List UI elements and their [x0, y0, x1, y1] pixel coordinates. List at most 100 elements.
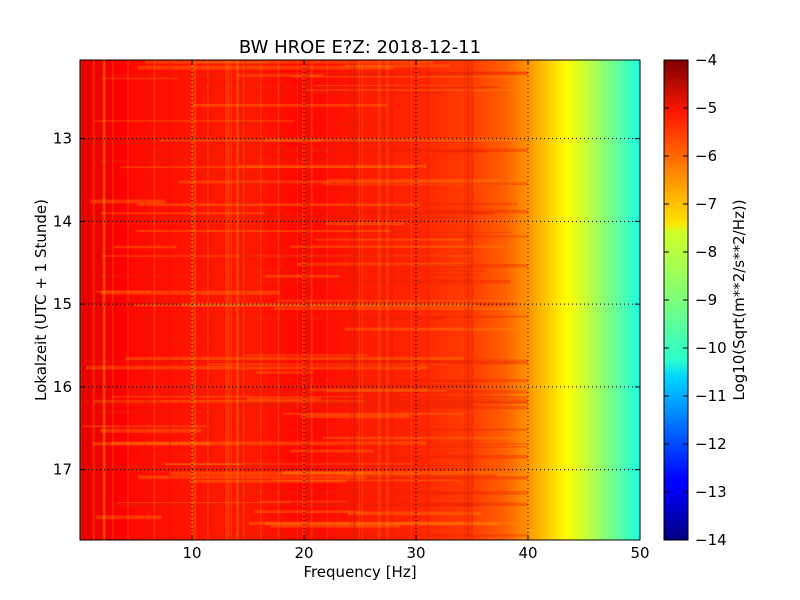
heatmap-cell [122, 60, 126, 540]
heatmap-cell [242, 60, 246, 540]
heatmap-cell [620, 60, 624, 540]
heatmap-texture [144, 150, 487, 153]
heatmap-cell [214, 60, 218, 540]
heatmap-texture [120, 60, 122, 540]
heatmap-cell [374, 60, 378, 540]
heatmap-cell [578, 60, 582, 540]
heatmap-texture [124, 356, 464, 360]
heatmap-texture [290, 315, 528, 318]
heatmap-cell [217, 60, 221, 540]
heatmap-cell [553, 60, 557, 540]
heatmap-texture [174, 148, 528, 153]
heatmap-cell [480, 60, 484, 540]
heatmap-cell [558, 60, 563, 540]
heatmap-cell [253, 60, 257, 540]
heatmap-cell [301, 60, 305, 540]
heatmap-cell [102, 60, 106, 540]
heatmap-cell [514, 60, 518, 540]
heatmap-cell [340, 60, 344, 540]
heatmap-texture [95, 399, 365, 403]
heatmap-cell [486, 60, 490, 540]
heatmap-texture [164, 463, 246, 466]
heatmap-cell [376, 60, 381, 540]
heatmap-cell [127, 60, 131, 540]
heatmap-cell [564, 60, 568, 540]
heatmap-texture [314, 238, 467, 241]
heatmap-texture [216, 534, 528, 537]
heatmap-texture [352, 60, 355, 540]
heatmap-texture [248, 521, 528, 525]
heatmap-texture [306, 60, 309, 540]
heatmap-cell [91, 60, 95, 540]
heatmap-cell [236, 60, 241, 540]
heatmap-texture [207, 363, 448, 365]
heatmap-cell [586, 60, 591, 540]
colorbar-tick-label: −7 [695, 195, 717, 213]
heatmap-texture [188, 479, 346, 483]
heatmap-cell [418, 60, 423, 540]
y-tick-label: 13 [53, 130, 72, 148]
heatmap-texture [193, 85, 500, 89]
heatmap-texture [248, 72, 529, 76]
x-tick-label: 30 [406, 544, 425, 562]
heatmap-cell [295, 60, 299, 540]
heatmap-cell [155, 60, 159, 540]
heatmap-cell [161, 60, 165, 540]
heatmap-texture [119, 166, 415, 169]
heatmap-texture [116, 502, 291, 504]
heatmap-texture [471, 60, 473, 540]
heatmap-texture [197, 225, 394, 229]
heatmap-cell [222, 60, 227, 540]
heatmap-cell [435, 60, 439, 540]
heatmap-texture [169, 60, 171, 540]
colorbar-tick-label: −10 [695, 339, 727, 357]
heatmap-texture [157, 531, 374, 535]
heatmap-cell [192, 60, 196, 540]
heatmap-cell [500, 60, 504, 540]
heatmap-cell [245, 60, 249, 540]
heatmap-texture [302, 60, 305, 540]
heatmap-cell [250, 60, 255, 540]
heatmap-cell [449, 60, 453, 540]
heatmap-cell [273, 60, 277, 540]
heatmap-texture [265, 274, 481, 276]
heatmap-cell [108, 60, 112, 540]
heatmap-texture [103, 60, 106, 540]
heatmap-texture [123, 60, 126, 540]
heatmap-cell [334, 60, 339, 540]
heatmap-cell [332, 60, 336, 540]
heatmap-cell [623, 60, 627, 540]
heatmap-cell [82, 60, 87, 540]
heatmap-texture [308, 60, 311, 540]
heatmap-cell [360, 60, 364, 540]
heatmap-texture [127, 60, 129, 540]
heatmap-texture [283, 412, 466, 415]
heatmap-cell [284, 60, 288, 540]
heatmap-cell [85, 60, 89, 540]
heatmap-texture [192, 428, 528, 431]
heatmap-cell [516, 60, 521, 540]
heatmap-texture [143, 60, 146, 540]
heatmap-cell [348, 60, 353, 540]
x-tick-label: 50 [630, 544, 649, 562]
heatmap-cell [550, 60, 554, 540]
heatmap-cell [225, 60, 229, 540]
heatmap-cell [544, 60, 549, 540]
heatmap-texture [260, 60, 262, 540]
heatmap-texture [216, 489, 258, 491]
heatmap-texture [165, 339, 216, 344]
heatmap-texture [386, 60, 389, 540]
heatmap-cell [494, 60, 498, 540]
colorbar-label: Log10(Sqrt(m**2/s**2/Hz)) [730, 199, 748, 400]
heatmap-cell [346, 60, 350, 540]
heatmap-cell [626, 60, 630, 540]
heatmap-texture [123, 384, 477, 388]
heatmap-cell [309, 60, 313, 540]
heatmap-texture [470, 60, 474, 540]
heatmap-texture [234, 182, 528, 186]
heatmap-cell [508, 60, 512, 540]
heatmap-cell [385, 60, 389, 540]
y-tick-label: 17 [53, 461, 72, 479]
heatmap-texture [218, 255, 450, 258]
heatmap-cell [390, 60, 395, 540]
